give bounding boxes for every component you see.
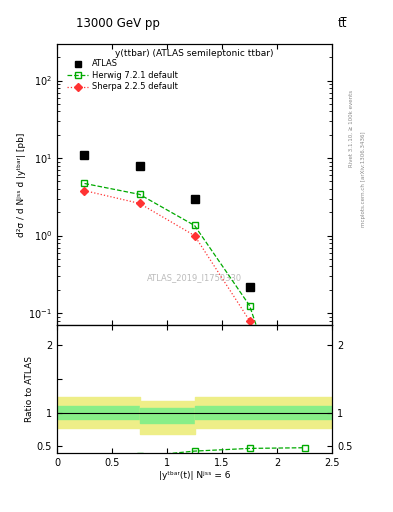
Legend: ATLAS, Herwig 7.2.1 default, Sherpa 2.2.5 default: ATLAS, Herwig 7.2.1 default, Sherpa 2.2.… [64, 56, 182, 95]
Text: mcplots.cern.ch [arXiv:1306.3436]: mcplots.cern.ch [arXiv:1306.3436] [361, 132, 366, 227]
Text: tt̅: tt̅ [337, 16, 347, 30]
Y-axis label: Ratio to ATLAS: Ratio to ATLAS [25, 356, 34, 422]
Y-axis label: d²σ / d Nʲˢˢ d |yᵗᵇᵃʳ| [pb]: d²σ / d Nʲˢˢ d |yᵗᵇᵃʳ| [pb] [17, 132, 26, 237]
Text: 13000 GeV pp: 13000 GeV pp [76, 16, 160, 30]
Text: Rivet 3.1.10, ≥ 100k events: Rivet 3.1.10, ≥ 100k events [349, 90, 354, 166]
X-axis label: |yᵗᵇᵃʳ(t)| Nʲˢˢ = 6: |yᵗᵇᵃʳ(t)| Nʲˢˢ = 6 [159, 471, 230, 480]
Text: y(ttbar) (ATLAS semileptonic ttbar): y(ttbar) (ATLAS semileptonic ttbar) [115, 49, 274, 58]
Text: ATLAS_2019_I1750330: ATLAS_2019_I1750330 [147, 273, 242, 282]
